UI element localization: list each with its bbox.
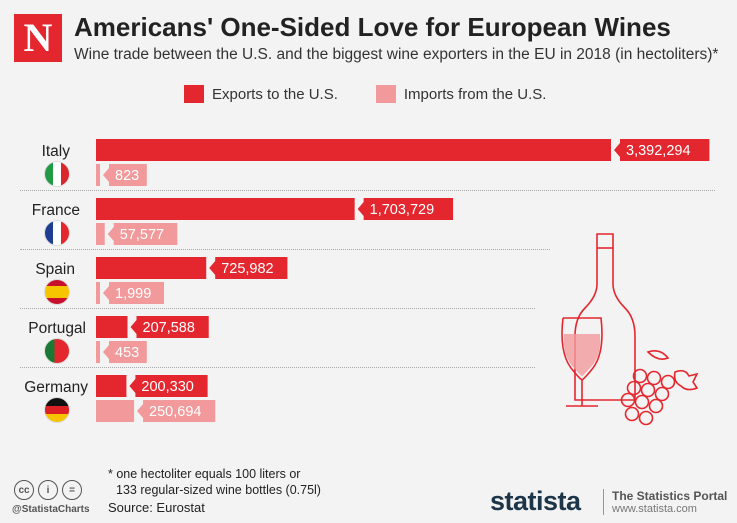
source-text: Source: Eurostat (108, 500, 205, 515)
legend-label-exports: Exports to the U.S. (212, 85, 338, 103)
attribution-icon: i (38, 480, 58, 500)
license-icons: cc i = (14, 480, 82, 500)
row-separator (20, 308, 535, 309)
country-label-portugal: Portugal (28, 320, 86, 337)
svg-text:1,703,729: 1,703,729 (370, 202, 435, 218)
bar-france-imports (96, 223, 105, 245)
value-label-portugal-imports: 453 (103, 341, 147, 363)
france-flag-icon (44, 220, 70, 246)
bar-france-exports (96, 198, 355, 220)
country-label-germany: Germany (24, 379, 88, 396)
svg-text:57,577: 57,577 (120, 227, 164, 243)
svg-text:250,694: 250,694 (149, 404, 201, 420)
svg-text:823: 823 (115, 168, 139, 184)
country-label-italy: Italy (41, 143, 70, 160)
bar-spain-exports (96, 257, 207, 279)
country-label-france: France (31, 202, 80, 219)
value-label-spain-exports: 725,982 (209, 257, 288, 279)
bar-italy-imports (96, 164, 100, 186)
legend-label-imports: Imports from the U.S. (403, 85, 547, 103)
row-separator (20, 190, 715, 191)
svg-text:1,999: 1,999 (115, 286, 151, 302)
bar-portugal-imports (96, 341, 100, 363)
svg-text:200,330: 200,330 (141, 379, 193, 395)
no-derivatives-icon: = (62, 480, 82, 500)
value-label-france-imports: 57,577 (107, 223, 178, 245)
legend-item-imports: Imports from the U.S. (375, 85, 547, 103)
italy-flag-icon (44, 161, 70, 187)
cc-icon: cc (14, 480, 34, 500)
legend-item-exports: Exports to the U.S. (184, 85, 338, 103)
bar-italy-exports (96, 139, 611, 161)
footnote-line-1: * one hectoliter equals 100 liters or (108, 467, 301, 481)
bar-germany-exports (96, 375, 127, 397)
row-separator (20, 367, 535, 368)
newsweek-logo: N (14, 14, 62, 62)
legend-swatch-exports (184, 85, 204, 103)
svg-text:3,392,294: 3,392,294 (626, 143, 691, 159)
country-label-spain: Spain (35, 261, 75, 278)
portal-url: www.statista.com (612, 503, 697, 515)
spain-flag-icon (44, 279, 70, 305)
bar-spain-imports (96, 282, 100, 304)
twitter-handle: @StatistaCharts (12, 504, 90, 515)
value-label-italy-exports: 3,392,294 (614, 139, 710, 161)
value-label-portugal-exports: 207,588 (130, 316, 209, 338)
svg-text:725,982: 725,982 (221, 261, 273, 277)
chart-title: Americans' One-Sided Love for European W… (74, 12, 671, 42)
svg-text:453: 453 (115, 345, 139, 361)
portugal-flag-icon (44, 338, 70, 364)
svg-text:207,588: 207,588 (143, 320, 195, 336)
footnote: * one hectoliter equals 100 liters or 13… (108, 466, 321, 498)
legend: Exports to the U.S. Imports from the U.S… (184, 84, 584, 104)
statistics-portal[interactable]: The Statistics Portal www.statista.com (603, 489, 727, 515)
value-label-germany-exports: 200,330 (129, 375, 208, 397)
portal-name: The Statistics Portal (612, 489, 728, 503)
chart-subtitle: Wine trade between the U.S. and the bigg… (74, 46, 719, 63)
value-label-spain-imports: 1,999 (103, 282, 164, 304)
legend-swatch-imports (375, 85, 396, 103)
value-label-france-exports: 1,703,729 (357, 198, 454, 220)
footnote-line-2: 133 regular-sized wine bottles (0.75l) (116, 483, 321, 497)
value-label-germany-imports: 250,694 (137, 400, 216, 422)
row-separator (20, 249, 550, 250)
germany-flag-icon (44, 397, 70, 423)
bar-germany-imports (96, 400, 135, 422)
bar-portugal-exports (96, 316, 128, 338)
value-label-italy-imports: 823 (103, 164, 147, 186)
statista-logo[interactable]: statista (490, 486, 581, 516)
